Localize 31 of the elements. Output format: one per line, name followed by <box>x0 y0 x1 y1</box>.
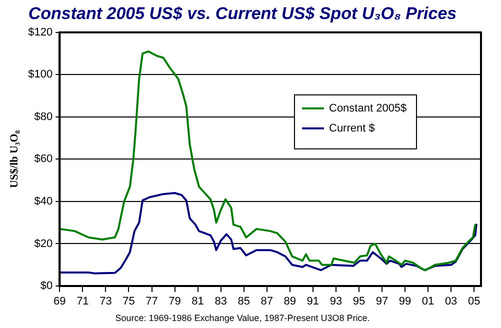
x-tick-label: 89 <box>284 296 296 308</box>
y-tick-label: $40 <box>34 196 53 208</box>
y-tick-label: $100 <box>28 68 53 81</box>
x-tick-label: 03 <box>444 296 458 308</box>
x-tick-label: 77 <box>146 296 158 308</box>
x-tick-label: 69 <box>54 296 66 308</box>
x-tick-label: 81 <box>192 296 204 308</box>
x-tick-label: 83 <box>214 296 227 308</box>
y-tick-label: $20 <box>34 238 53 250</box>
y-tick-label: $0 <box>40 280 53 292</box>
x-tick-label: 79 <box>168 296 181 308</box>
x-tick-label: 73 <box>100 296 112 308</box>
x-tick-label: 85 <box>238 296 250 308</box>
x-tick-label: 71 <box>76 296 89 308</box>
x-tick-label: 97 <box>376 296 388 308</box>
x-tick-label: 95 <box>352 296 366 308</box>
source-note: Source: 1969-1986 Exchange Value, 1987-Present U3O8 Price. <box>115 313 370 324</box>
x-tick-label: 91 <box>306 296 320 308</box>
legend-label: Current $ <box>329 122 375 134</box>
y-tick-label: $120 <box>28 26 53 38</box>
x-tick-label: 99 <box>398 296 412 308</box>
chart-title: Constant 2005 US$ vs. Current US$ Spot U₃O₈ Prices <box>28 4 457 23</box>
y-tick-label: $80 <box>34 110 53 123</box>
legend-label: Constant 2005$ <box>329 102 407 114</box>
y-tick-label: $60 <box>34 153 53 166</box>
x-tick-label: 87 <box>260 296 274 308</box>
y-axis-title: US$/lb U₃O₈ <box>8 130 20 188</box>
x-tick-label: 05 <box>468 296 480 308</box>
x-tick-label: 01 <box>422 296 434 308</box>
x-tick-label: 75 <box>122 296 135 308</box>
x-tick-label: 93 <box>330 296 342 308</box>
